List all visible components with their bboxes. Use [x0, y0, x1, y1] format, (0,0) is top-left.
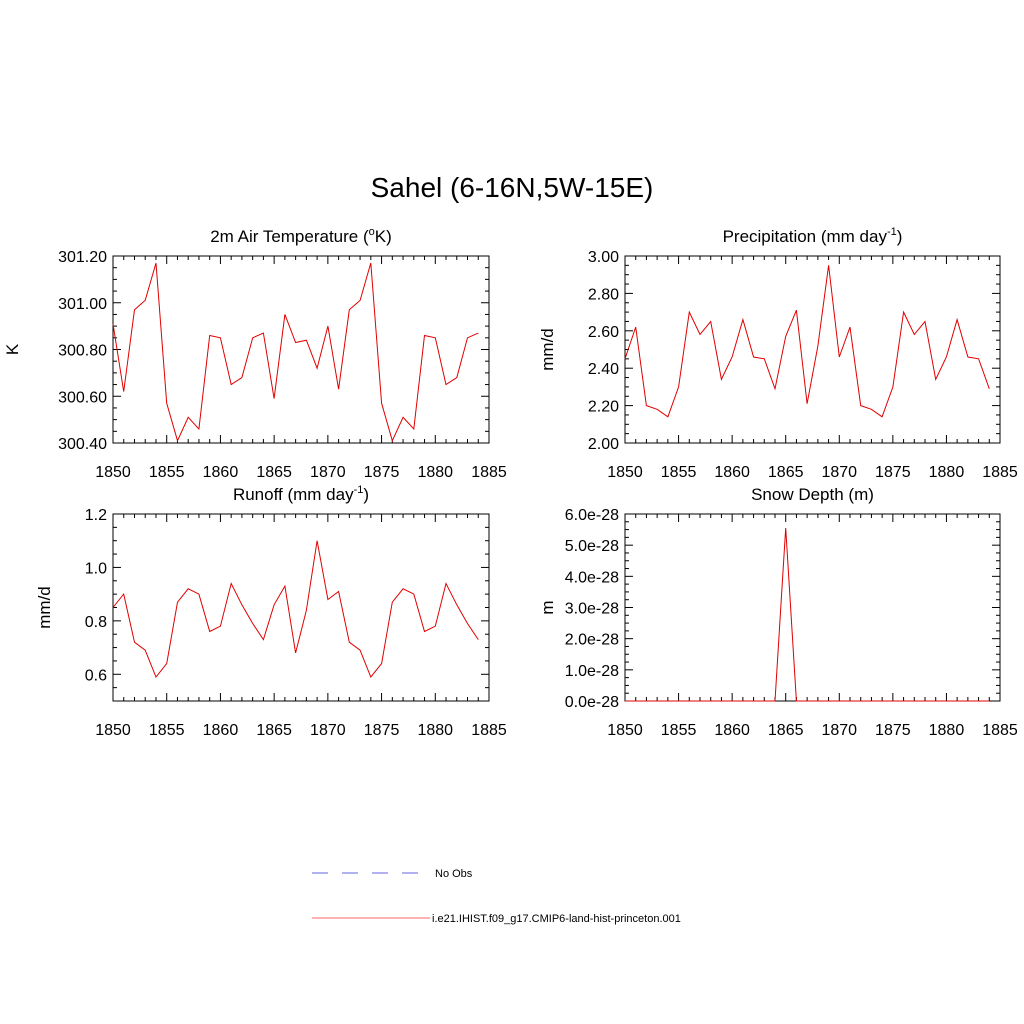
- x-tick-label: 1885: [982, 464, 1018, 481]
- y-tick-label: 300.60: [58, 389, 107, 406]
- y-axis-label: mm/d: [35, 586, 54, 629]
- y-tick-label: 2.0e-28: [565, 632, 619, 649]
- x-tick-label: 1860: [714, 464, 750, 481]
- y-tick-label: 2.80: [588, 286, 619, 303]
- series-line: [112, 540, 479, 678]
- x-tick-label: 1885: [471, 464, 507, 481]
- x-tick-label: 1870: [310, 464, 346, 481]
- y-tick-label: 3.00: [588, 249, 619, 266]
- panel-title: Snow Depth (m): [751, 485, 874, 504]
- y-axis-label: mm/d: [538, 328, 557, 371]
- y-tick-label: 2.60: [588, 324, 619, 341]
- y-tick-label: 6.0e-28: [565, 507, 619, 524]
- x-tick-label: 1860: [203, 722, 239, 739]
- x-tick-label: 1860: [203, 464, 239, 481]
- y-tick-label: 1.0: [85, 560, 107, 577]
- x-tick-label: 1880: [929, 464, 965, 481]
- y-tick-label: 300.40: [58, 436, 107, 453]
- y-axis-label: m: [538, 600, 557, 614]
- x-tick-label: 1855: [149, 464, 185, 481]
- x-tick-label: 1865: [768, 464, 804, 481]
- y-tick-label: 300.80: [58, 343, 107, 360]
- x-tick-label: 1870: [310, 722, 346, 739]
- x-tick-label: 1870: [821, 722, 857, 739]
- legend-label-model: i.e21.IHIST.f09_g17.CMIP6-land-hist-prin…: [432, 913, 681, 925]
- y-tick-label: 2.40: [588, 361, 619, 378]
- x-tick-label: 1870: [821, 464, 857, 481]
- y-tick-label: 0.6: [85, 667, 107, 684]
- series-line: [112, 262, 479, 443]
- x-tick-label: 1875: [875, 722, 911, 739]
- y-tick-label: 4.0e-28: [565, 569, 619, 586]
- x-tick-label: 1880: [417, 722, 453, 739]
- y-tick-label: 2.20: [588, 399, 619, 416]
- y-tick-label: 1.2: [85, 507, 107, 524]
- x-tick-label: 1860: [714, 722, 750, 739]
- x-tick-label: 1850: [607, 464, 643, 481]
- panel-2: 1850 1855 1860 1865 1870 1875 1880 1885 2.00 2.20…: [538, 226, 1018, 481]
- plot-frame: [624, 513, 1001, 702]
- panel-1: 1850 1855 1860 1865 1870 1875 1880 1885 300.40 30…: [3, 226, 507, 481]
- y-tick-label: 1.0e-28: [565, 663, 619, 680]
- x-tick-label: 1885: [471, 722, 507, 739]
- x-tick-label: 1850: [95, 464, 131, 481]
- y-tick-label: 5.0e-28: [565, 538, 619, 555]
- x-tick-label: 1865: [256, 722, 292, 739]
- series-line: [624, 265, 990, 418]
- plot-frame: [112, 513, 490, 702]
- panel-title: Precipitation (mm day-1): [723, 226, 903, 246]
- y-tick-label: 301.20: [58, 249, 107, 266]
- x-tick-label: 1880: [417, 464, 453, 481]
- legend: No Obs i.e21.IHIST.f09_g17.CMIP6-land-his…: [312, 868, 681, 925]
- x-tick-label: 1855: [661, 464, 697, 481]
- y-axis-label: K: [3, 343, 22, 355]
- y-tick-label: 0.8: [85, 614, 107, 631]
- plot-frame: [624, 255, 1001, 444]
- legend-label-no-obs: No Obs: [435, 868, 473, 880]
- plot-frame: [112, 255, 490, 444]
- x-tick-label: 1850: [95, 722, 131, 739]
- x-tick-label: 1885: [982, 722, 1018, 739]
- x-tick-label: 1850: [607, 722, 643, 739]
- panel-title: Runoff (mm day-1): [233, 484, 369, 504]
- y-tick-label: 2.00: [588, 436, 619, 453]
- x-tick-label: 1875: [875, 464, 911, 481]
- x-tick-label: 1875: [364, 722, 400, 739]
- x-tick-label: 1855: [661, 722, 697, 739]
- y-tick-label: 0.0e-28: [565, 694, 619, 711]
- panel-3: 1850 1855 1860 1865 1870 1875 1880 1885 0.6 0.8 1.…: [35, 484, 507, 739]
- x-tick-label: 1880: [929, 722, 965, 739]
- x-tick-label: 1855: [149, 722, 185, 739]
- page-title: Sahel (6-16N,5W-15E): [370, 172, 654, 203]
- panel-title: 2m Air Temperature (oK): [210, 226, 392, 246]
- y-tick-label: 301.00: [58, 296, 107, 313]
- y-tick-label: 3.0e-28: [565, 601, 619, 618]
- x-tick-label: 1865: [256, 464, 292, 481]
- x-tick-label: 1865: [768, 722, 804, 739]
- x-tick-label: 1875: [364, 464, 400, 481]
- series-line: [625, 527, 990, 702]
- panel-4: 1850 1855 1860 1865 1870 1875 1880 1885 0.0e-28 1…: [538, 485, 1018, 739]
